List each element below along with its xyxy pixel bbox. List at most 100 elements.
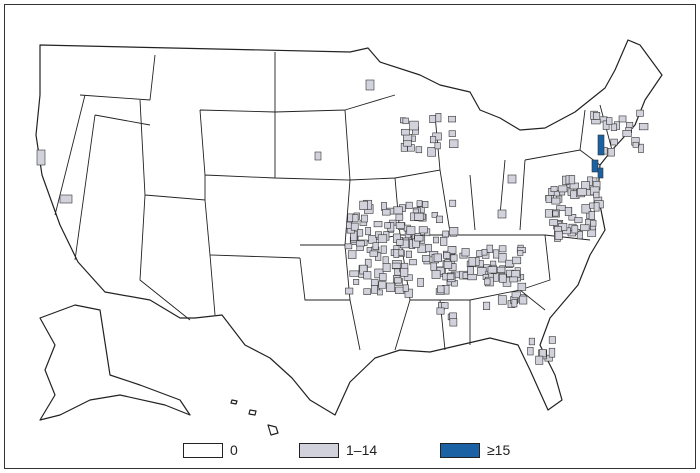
county-low <box>396 239 404 246</box>
county-low <box>406 226 416 235</box>
county-low <box>365 79 375 91</box>
county-low <box>418 226 428 234</box>
county-low <box>610 123 617 131</box>
county-low <box>548 336 556 344</box>
county-low <box>357 229 364 237</box>
county-low <box>527 347 534 356</box>
county-low <box>571 225 579 234</box>
county-low <box>551 197 561 205</box>
county-high <box>597 167 604 179</box>
county-low <box>377 289 383 296</box>
county-low <box>443 261 453 269</box>
county-low <box>638 123 649 131</box>
county-low <box>622 130 632 137</box>
legend-label: ≥15 <box>487 442 511 458</box>
county-low <box>400 267 409 277</box>
county-low <box>440 236 448 246</box>
county-low <box>427 147 436 157</box>
county-low <box>545 195 552 203</box>
county-low <box>405 201 413 209</box>
county-low <box>380 245 387 254</box>
county-low <box>417 277 424 287</box>
county-low <box>379 273 387 281</box>
county-low <box>461 248 470 257</box>
county-low <box>539 349 547 358</box>
county-low <box>429 115 437 123</box>
county-low <box>592 112 601 120</box>
county-low <box>486 244 494 253</box>
county-low <box>552 210 559 217</box>
county-low <box>431 211 438 218</box>
county-low <box>414 235 424 242</box>
county-low <box>591 118 601 125</box>
county-low <box>511 299 518 308</box>
county-low <box>436 215 444 224</box>
county-low <box>393 206 403 215</box>
county-low <box>467 274 477 281</box>
county-low <box>314 151 322 161</box>
county-low <box>497 295 507 305</box>
county-low <box>574 217 583 224</box>
county-low <box>353 278 360 285</box>
county-low <box>409 259 417 266</box>
county-low <box>432 236 439 244</box>
county-low <box>433 253 442 263</box>
county-low <box>484 278 491 286</box>
county-low <box>402 284 409 292</box>
county-low <box>59 194 73 204</box>
county-low <box>509 276 518 283</box>
county-low <box>579 224 590 232</box>
county-low <box>382 263 391 272</box>
county-low <box>554 230 563 240</box>
county-low <box>403 140 412 147</box>
county-low <box>497 209 507 219</box>
county-low <box>588 211 595 220</box>
county-low <box>344 243 353 250</box>
county-low <box>448 130 456 137</box>
county-low <box>498 253 507 263</box>
county-low <box>548 347 556 358</box>
county-low <box>414 212 424 221</box>
county-low <box>558 185 568 193</box>
county-low <box>372 242 379 250</box>
county-low <box>370 279 379 286</box>
county-low <box>449 227 459 236</box>
county-low <box>449 318 458 327</box>
county-low <box>517 282 527 291</box>
county-low <box>593 191 600 199</box>
county-low <box>443 252 451 259</box>
county-low <box>365 227 371 236</box>
county-low <box>422 255 431 262</box>
county-low <box>373 221 383 228</box>
county-low <box>517 250 524 256</box>
county-low <box>576 231 583 240</box>
county-low <box>512 256 522 265</box>
county-low <box>507 174 517 184</box>
county-low <box>450 254 458 262</box>
legend-item-high: ≥15 <box>440 442 510 458</box>
alaska <box>39 304 191 421</box>
county-low <box>564 206 572 216</box>
county-low <box>492 249 500 259</box>
county-low <box>446 273 455 280</box>
county-low <box>535 355 544 365</box>
county-low <box>382 209 391 216</box>
county-low <box>511 270 521 278</box>
county-low <box>577 188 587 196</box>
county-low <box>602 120 610 130</box>
county-low <box>382 256 389 264</box>
county-low <box>384 222 391 229</box>
county-low <box>350 222 359 231</box>
county-low <box>590 219 597 227</box>
legend-label: 1–14 <box>346 442 378 458</box>
county-low <box>607 148 615 157</box>
county-low <box>405 250 413 258</box>
county-low <box>430 136 437 144</box>
county-low <box>581 204 591 214</box>
county-low <box>481 248 488 256</box>
county-low <box>449 199 457 207</box>
county-high <box>591 159 599 173</box>
county-low <box>448 115 457 123</box>
county-low <box>394 277 402 284</box>
county-low <box>402 117 409 125</box>
